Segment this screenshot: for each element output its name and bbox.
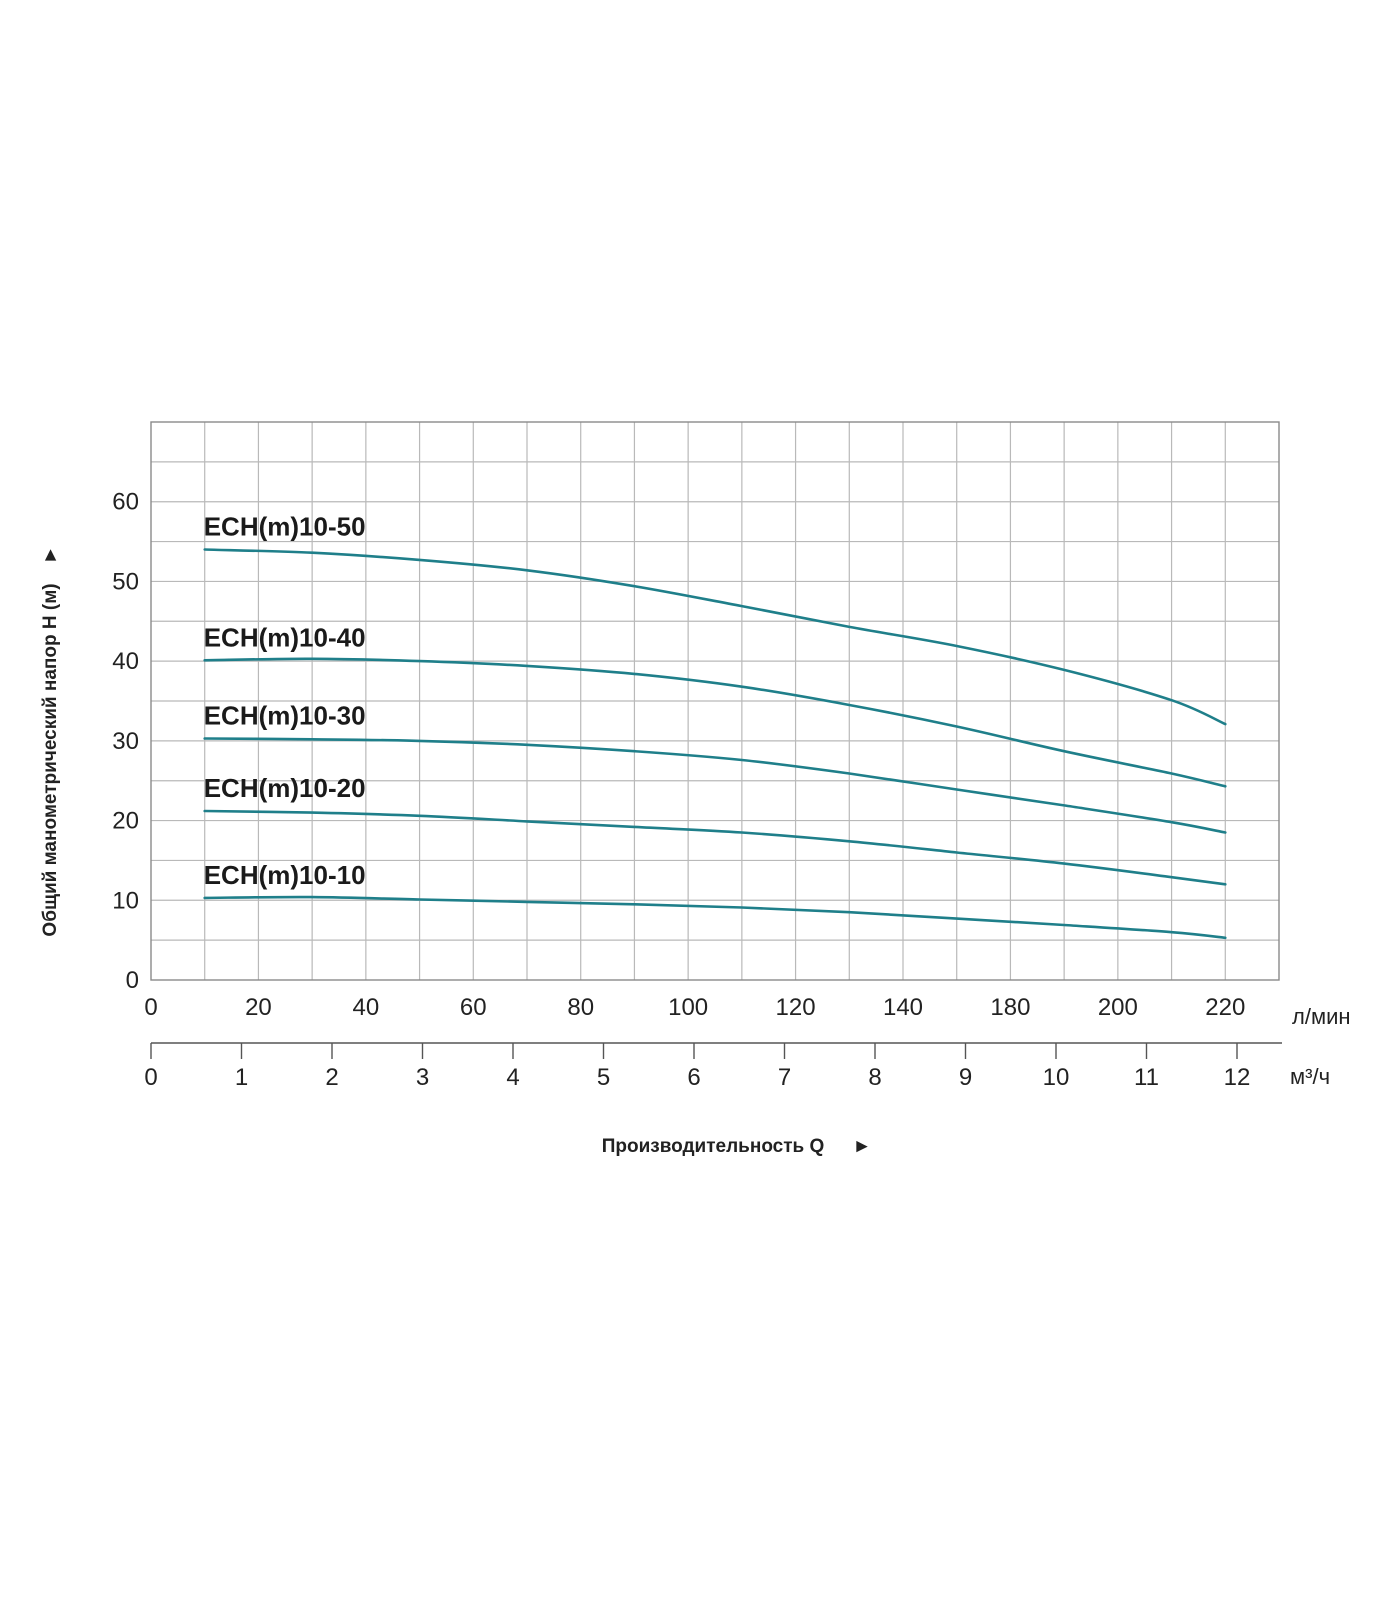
x2-tick-label: 4 — [506, 1064, 519, 1091]
x2-tick-label: 7 — [778, 1064, 791, 1091]
x-unit-label: л/мин — [1292, 1004, 1351, 1029]
x2-tick-label: 10 — [1043, 1064, 1070, 1091]
x-tick-label: 120 — [776, 994, 816, 1021]
y-tick-label: 0 — [126, 967, 139, 994]
series-line-5 — [203, 895, 1227, 940]
series-label-5: ECH(m)10-10 — [204, 860, 366, 890]
x-axis-arrow-icon: ► — [853, 1136, 872, 1157]
y-tick-label: 60 — [112, 489, 139, 516]
y-tick-label: 50 — [112, 568, 139, 595]
y-axis-title: Общий манометрический напор H (м) — [40, 583, 61, 936]
y-tick-label: 20 — [112, 808, 139, 835]
x-axis-title: Производительность Q — [602, 1136, 825, 1157]
series-line-2 — [203, 657, 1227, 788]
series-line-4 — [203, 809, 1227, 886]
secondary-x-axis: 0 1 2 3 4 5 6 7 8 9 10 11 12 — [144, 1042, 1282, 1091]
x-tick-label: 0 — [144, 994, 157, 1021]
x2-unit-label: м³/ч — [1290, 1064, 1330, 1089]
x-tick-label: 180 — [990, 994, 1030, 1021]
y-axis-arrow-icon: ► — [40, 546, 61, 565]
x-tick-label: 40 — [353, 994, 380, 1021]
x2-tick-label: 1 — [235, 1064, 248, 1091]
x2-tick-label: 12 — [1224, 1064, 1251, 1091]
x2-tick-label: 3 — [416, 1064, 429, 1091]
x2-tick-label: 0 — [144, 1064, 157, 1091]
x-tick-label: 20 — [245, 994, 272, 1021]
y-axis-title-group: Общий манометрический напор H (м) ► — [40, 546, 61, 937]
series-labels: ECH(m)10-50 ECH(m)10-40 ECH(m)10-30 ECH(m)1… — [204, 512, 366, 890]
series-line-1 — [203, 548, 1227, 726]
x2-tick-label: 9 — [959, 1064, 972, 1091]
series-label-1: ECH(m)10-50 — [204, 512, 366, 542]
x-tick-labels: 0 20 40 60 80 100 120 140 180 200 220 — [144, 994, 1245, 1021]
x-tick-label: 100 — [668, 994, 708, 1021]
y-tick-label: 10 — [112, 887, 139, 914]
x2-tick-label: 8 — [868, 1064, 881, 1091]
series-label-2: ECH(m)10-40 — [204, 622, 366, 652]
x2-tick-label: 5 — [597, 1064, 610, 1091]
y-tick-label: 40 — [112, 648, 139, 675]
y-tick-labels: 0 10 20 30 40 50 60 — [112, 489, 139, 994]
x2-tick-label: 2 — [325, 1064, 338, 1091]
series-label-4: ECH(m)10-20 — [204, 773, 366, 803]
series-label-3: ECH(m)10-30 — [204, 700, 366, 730]
x-tick-label: 60 — [460, 994, 487, 1021]
x-tick-label: 200 — [1098, 994, 1138, 1021]
x2-tick-label: 11 — [1134, 1064, 1159, 1091]
y-tick-label: 30 — [112, 728, 139, 755]
x-tick-label: 80 — [567, 994, 594, 1021]
x-tick-label: 140 — [883, 994, 923, 1021]
x2-tick-label: 6 — [687, 1064, 700, 1091]
curves — [203, 548, 1227, 940]
plot-frame — [150, 421, 1280, 981]
grid — [151, 422, 1279, 980]
x-tick-label: 220 — [1205, 994, 1245, 1021]
series-line-3 — [203, 737, 1227, 834]
